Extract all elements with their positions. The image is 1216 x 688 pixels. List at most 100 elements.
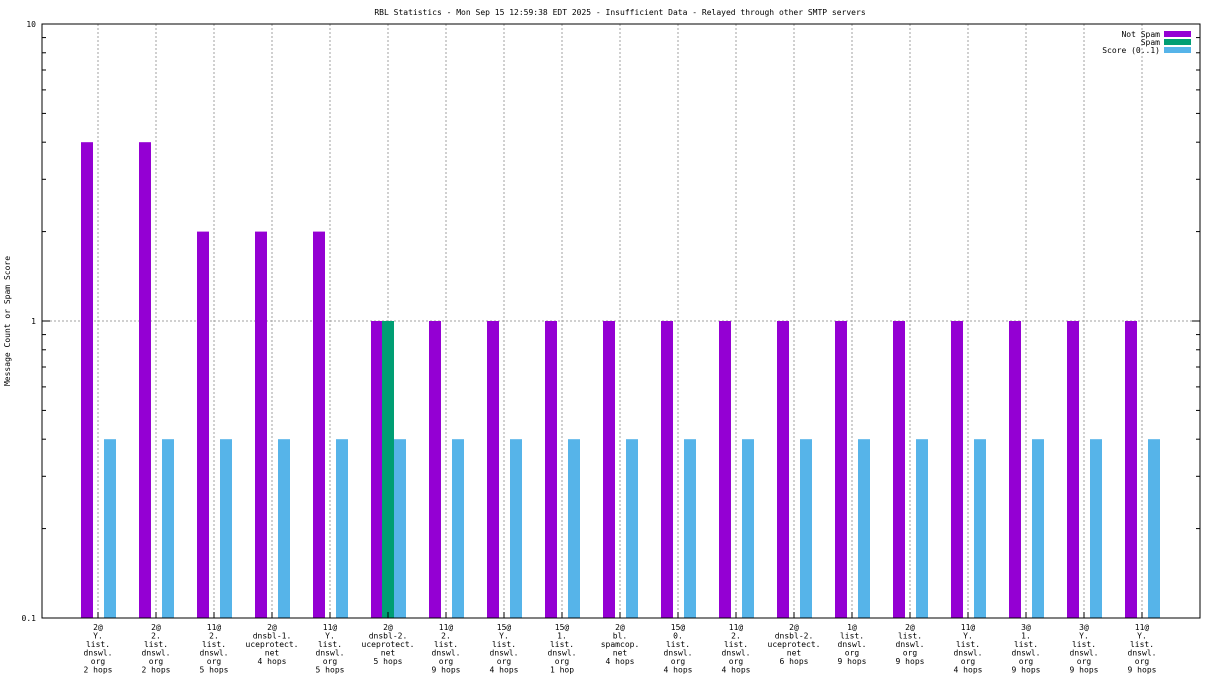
x-tick-label: dnsbl-2. bbox=[369, 632, 408, 641]
x-tick-label: org bbox=[1135, 657, 1150, 666]
x-tick-label: net bbox=[381, 649, 396, 658]
x-tick-label: org bbox=[439, 657, 454, 666]
x-tick-label: 1 hop bbox=[550, 666, 574, 675]
x-tick-label: dnsbl-2. bbox=[775, 632, 814, 641]
x-tick-label: org bbox=[961, 657, 976, 666]
x-tick-label: 1. bbox=[1021, 632, 1031, 641]
x-tick-label: org bbox=[729, 657, 744, 666]
x-tick-label: 9 hops bbox=[838, 657, 867, 666]
bar-not-spam bbox=[603, 321, 615, 618]
y-tick-label: 1 bbox=[31, 317, 36, 326]
x-tick-label: 15@ bbox=[671, 623, 686, 632]
x-tick-label: 3@ bbox=[1021, 623, 1031, 632]
x-tick-label: 11@ bbox=[1135, 623, 1150, 632]
y-axis-label: Message Count or Spam Score bbox=[3, 256, 12, 386]
x-tick-label: 4 hops bbox=[606, 657, 635, 666]
bar-not-spam bbox=[545, 321, 557, 618]
x-tick-label: 2@ bbox=[151, 623, 161, 632]
x-tick-label: list. bbox=[202, 640, 226, 649]
legend-swatch bbox=[1164, 31, 1191, 37]
x-tick-label: 11@ bbox=[439, 623, 454, 632]
x-tick-label: list. bbox=[492, 640, 516, 649]
x-tick-label: list. bbox=[86, 640, 110, 649]
x-tick-label: org bbox=[149, 657, 164, 666]
bar-not-spam bbox=[255, 231, 267, 618]
x-tick-label: uceprotect. bbox=[246, 640, 299, 649]
x-tick-label: net bbox=[787, 649, 802, 658]
chart-title: RBL Statistics - Mon Sep 15 12:59:38 EDT… bbox=[374, 8, 865, 17]
x-tick-label: org bbox=[555, 657, 570, 666]
x-tick-label: 2@ bbox=[383, 623, 393, 632]
x-tick-label: dnswl. bbox=[896, 640, 925, 649]
bar-not-spam bbox=[777, 321, 789, 618]
x-tick-label: spamcop. bbox=[601, 640, 640, 649]
x-tick-label: dnswl. bbox=[490, 649, 519, 658]
bar-score bbox=[858, 439, 870, 618]
bar-score bbox=[162, 439, 174, 618]
bar-not-spam bbox=[719, 321, 731, 618]
x-tick-label: list. bbox=[898, 632, 922, 641]
x-tick-label: Y. bbox=[93, 632, 103, 641]
x-tick-label: 9 hops bbox=[432, 666, 461, 675]
x-tick-label: 4 hops bbox=[258, 657, 287, 666]
bar-not-spam bbox=[951, 321, 963, 618]
bar-score bbox=[626, 439, 638, 618]
x-tick-label: Y. bbox=[325, 632, 335, 641]
bar-not-spam bbox=[487, 321, 499, 618]
x-tick-label: 9 hops bbox=[1012, 666, 1041, 675]
x-tick-label: 15@ bbox=[555, 623, 570, 632]
x-tick-label: dnsbl-1. bbox=[253, 632, 292, 641]
bar-spam bbox=[382, 321, 394, 618]
x-tick-label: 9 hops bbox=[1128, 666, 1157, 675]
x-tick-label: list. bbox=[724, 640, 748, 649]
y-tick-label: 10 bbox=[26, 20, 36, 29]
x-tick-label: dnswl. bbox=[1070, 649, 1099, 658]
x-tick-label: 1. bbox=[557, 632, 567, 641]
x-tick-label: 1@ bbox=[847, 623, 857, 632]
x-tick-label: Y. bbox=[963, 632, 973, 641]
bar-score bbox=[684, 439, 696, 618]
x-tick-label: bl. bbox=[613, 632, 627, 641]
x-tick-label: list. bbox=[1130, 640, 1154, 649]
bar-score bbox=[104, 439, 116, 618]
x-tick-label: list. bbox=[956, 640, 980, 649]
x-tick-label: list. bbox=[1014, 640, 1038, 649]
x-tick-label: org bbox=[207, 657, 222, 666]
x-tick-label: list. bbox=[840, 632, 864, 641]
x-tick-label: 2@ bbox=[905, 623, 915, 632]
bar-not-spam bbox=[371, 321, 383, 618]
bar-score bbox=[394, 439, 406, 618]
bar-not-spam bbox=[197, 231, 209, 618]
x-tick-label: list. bbox=[144, 640, 168, 649]
x-tick-label: 4 hops bbox=[490, 666, 519, 675]
x-tick-label: org bbox=[903, 649, 918, 658]
x-tick-label: dnswl. bbox=[200, 649, 229, 658]
x-tick-label: 2@ bbox=[789, 623, 799, 632]
x-tick-label: 2. bbox=[209, 632, 219, 641]
bar-not-spam bbox=[893, 321, 905, 618]
x-tick-label: org bbox=[671, 657, 686, 666]
x-tick-label: 9 hops bbox=[1070, 666, 1099, 675]
x-tick-label: list. bbox=[318, 640, 342, 649]
bar-not-spam bbox=[81, 142, 93, 619]
bar-score bbox=[1032, 439, 1044, 618]
x-tick-label: list. bbox=[666, 640, 690, 649]
x-tick-label: dnswl. bbox=[722, 649, 751, 658]
x-tick-label: 11@ bbox=[729, 623, 744, 632]
legend-swatch bbox=[1164, 47, 1191, 53]
x-tick-label: 2. bbox=[151, 632, 161, 641]
x-tick-label: dnswl. bbox=[838, 640, 867, 649]
x-tick-label: 2 hops bbox=[142, 666, 171, 675]
x-tick-label: Y. bbox=[1137, 632, 1147, 641]
x-tick-label: dnswl. bbox=[1128, 649, 1157, 658]
grid bbox=[42, 24, 1200, 618]
x-tick-label: dnswl. bbox=[1012, 649, 1041, 658]
bar-score bbox=[510, 439, 522, 618]
x-tick-label: 2@ bbox=[267, 623, 277, 632]
x-tick-label: Y. bbox=[499, 632, 509, 641]
bar-not-spam bbox=[661, 321, 673, 618]
bar-score bbox=[452, 439, 464, 618]
